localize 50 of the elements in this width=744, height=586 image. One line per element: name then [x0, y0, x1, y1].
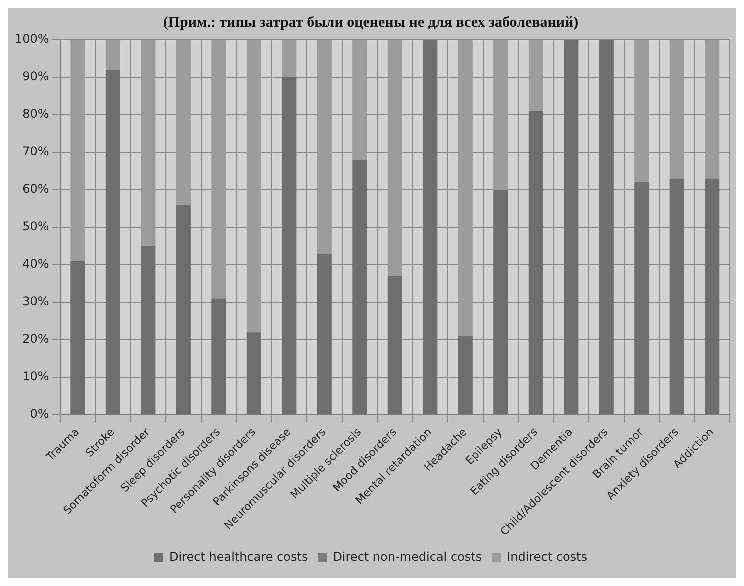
- bar: [317, 40, 332, 254]
- bar: [176, 205, 191, 415]
- bar: [634, 182, 650, 415]
- bar: [388, 276, 402, 415]
- bar: [246, 40, 262, 333]
- bar: [352, 160, 368, 415]
- bar: [388, 40, 402, 276]
- y-tick-label: 0%: [30, 407, 50, 422]
- y-tick-label: 80%: [22, 107, 50, 122]
- bar: [70, 40, 86, 262]
- bar: [458, 40, 473, 336]
- bar: [317, 254, 332, 415]
- bar: [458, 336, 473, 415]
- y-tick-label: 100%: [14, 32, 50, 46]
- bar: [670, 40, 684, 179]
- bar: [528, 40, 544, 112]
- bar: [705, 178, 720, 415]
- bar: [634, 40, 650, 183]
- y-tick-label: 10%: [22, 370, 50, 384]
- bar: [494, 190, 508, 415]
- bar: [670, 178, 684, 415]
- bar: [352, 40, 368, 160]
- bar: [599, 40, 614, 415]
- bar: [282, 40, 297, 78]
- bar: [176, 40, 191, 206]
- legend-label: Indirect costs: [507, 550, 588, 564]
- bar: [282, 78, 297, 415]
- y-tick-label: 90%: [22, 70, 50, 84]
- y-tick-label: 70%: [22, 144, 50, 159]
- bar: [141, 40, 156, 246]
- bar: [70, 261, 86, 415]
- bar: [528, 111, 544, 415]
- bar: [494, 40, 508, 190]
- bar: [106, 70, 120, 415]
- bar: [423, 40, 438, 415]
- y-tick-label: 60%: [22, 182, 50, 196]
- y-tick-label: 20%: [22, 332, 50, 346]
- y-tick-label: 30%: [22, 294, 50, 309]
- bar: [705, 40, 720, 179]
- chart-title: (Прим.: типы затрат были оценены не для всех заболеваний): [163, 14, 579, 31]
- legend-label: Direct healthcare costs: [169, 550, 308, 564]
- bar: [564, 40, 579, 415]
- bar: [106, 40, 120, 70]
- bar: [141, 246, 156, 415]
- bar: [212, 298, 226, 415]
- y-tick-label: 50%: [22, 220, 50, 234]
- bar: [246, 332, 262, 415]
- y-tick-label: 40%: [22, 257, 50, 272]
- legend-label: Direct non-medical costs: [333, 550, 482, 564]
- bar: [212, 40, 226, 299]
